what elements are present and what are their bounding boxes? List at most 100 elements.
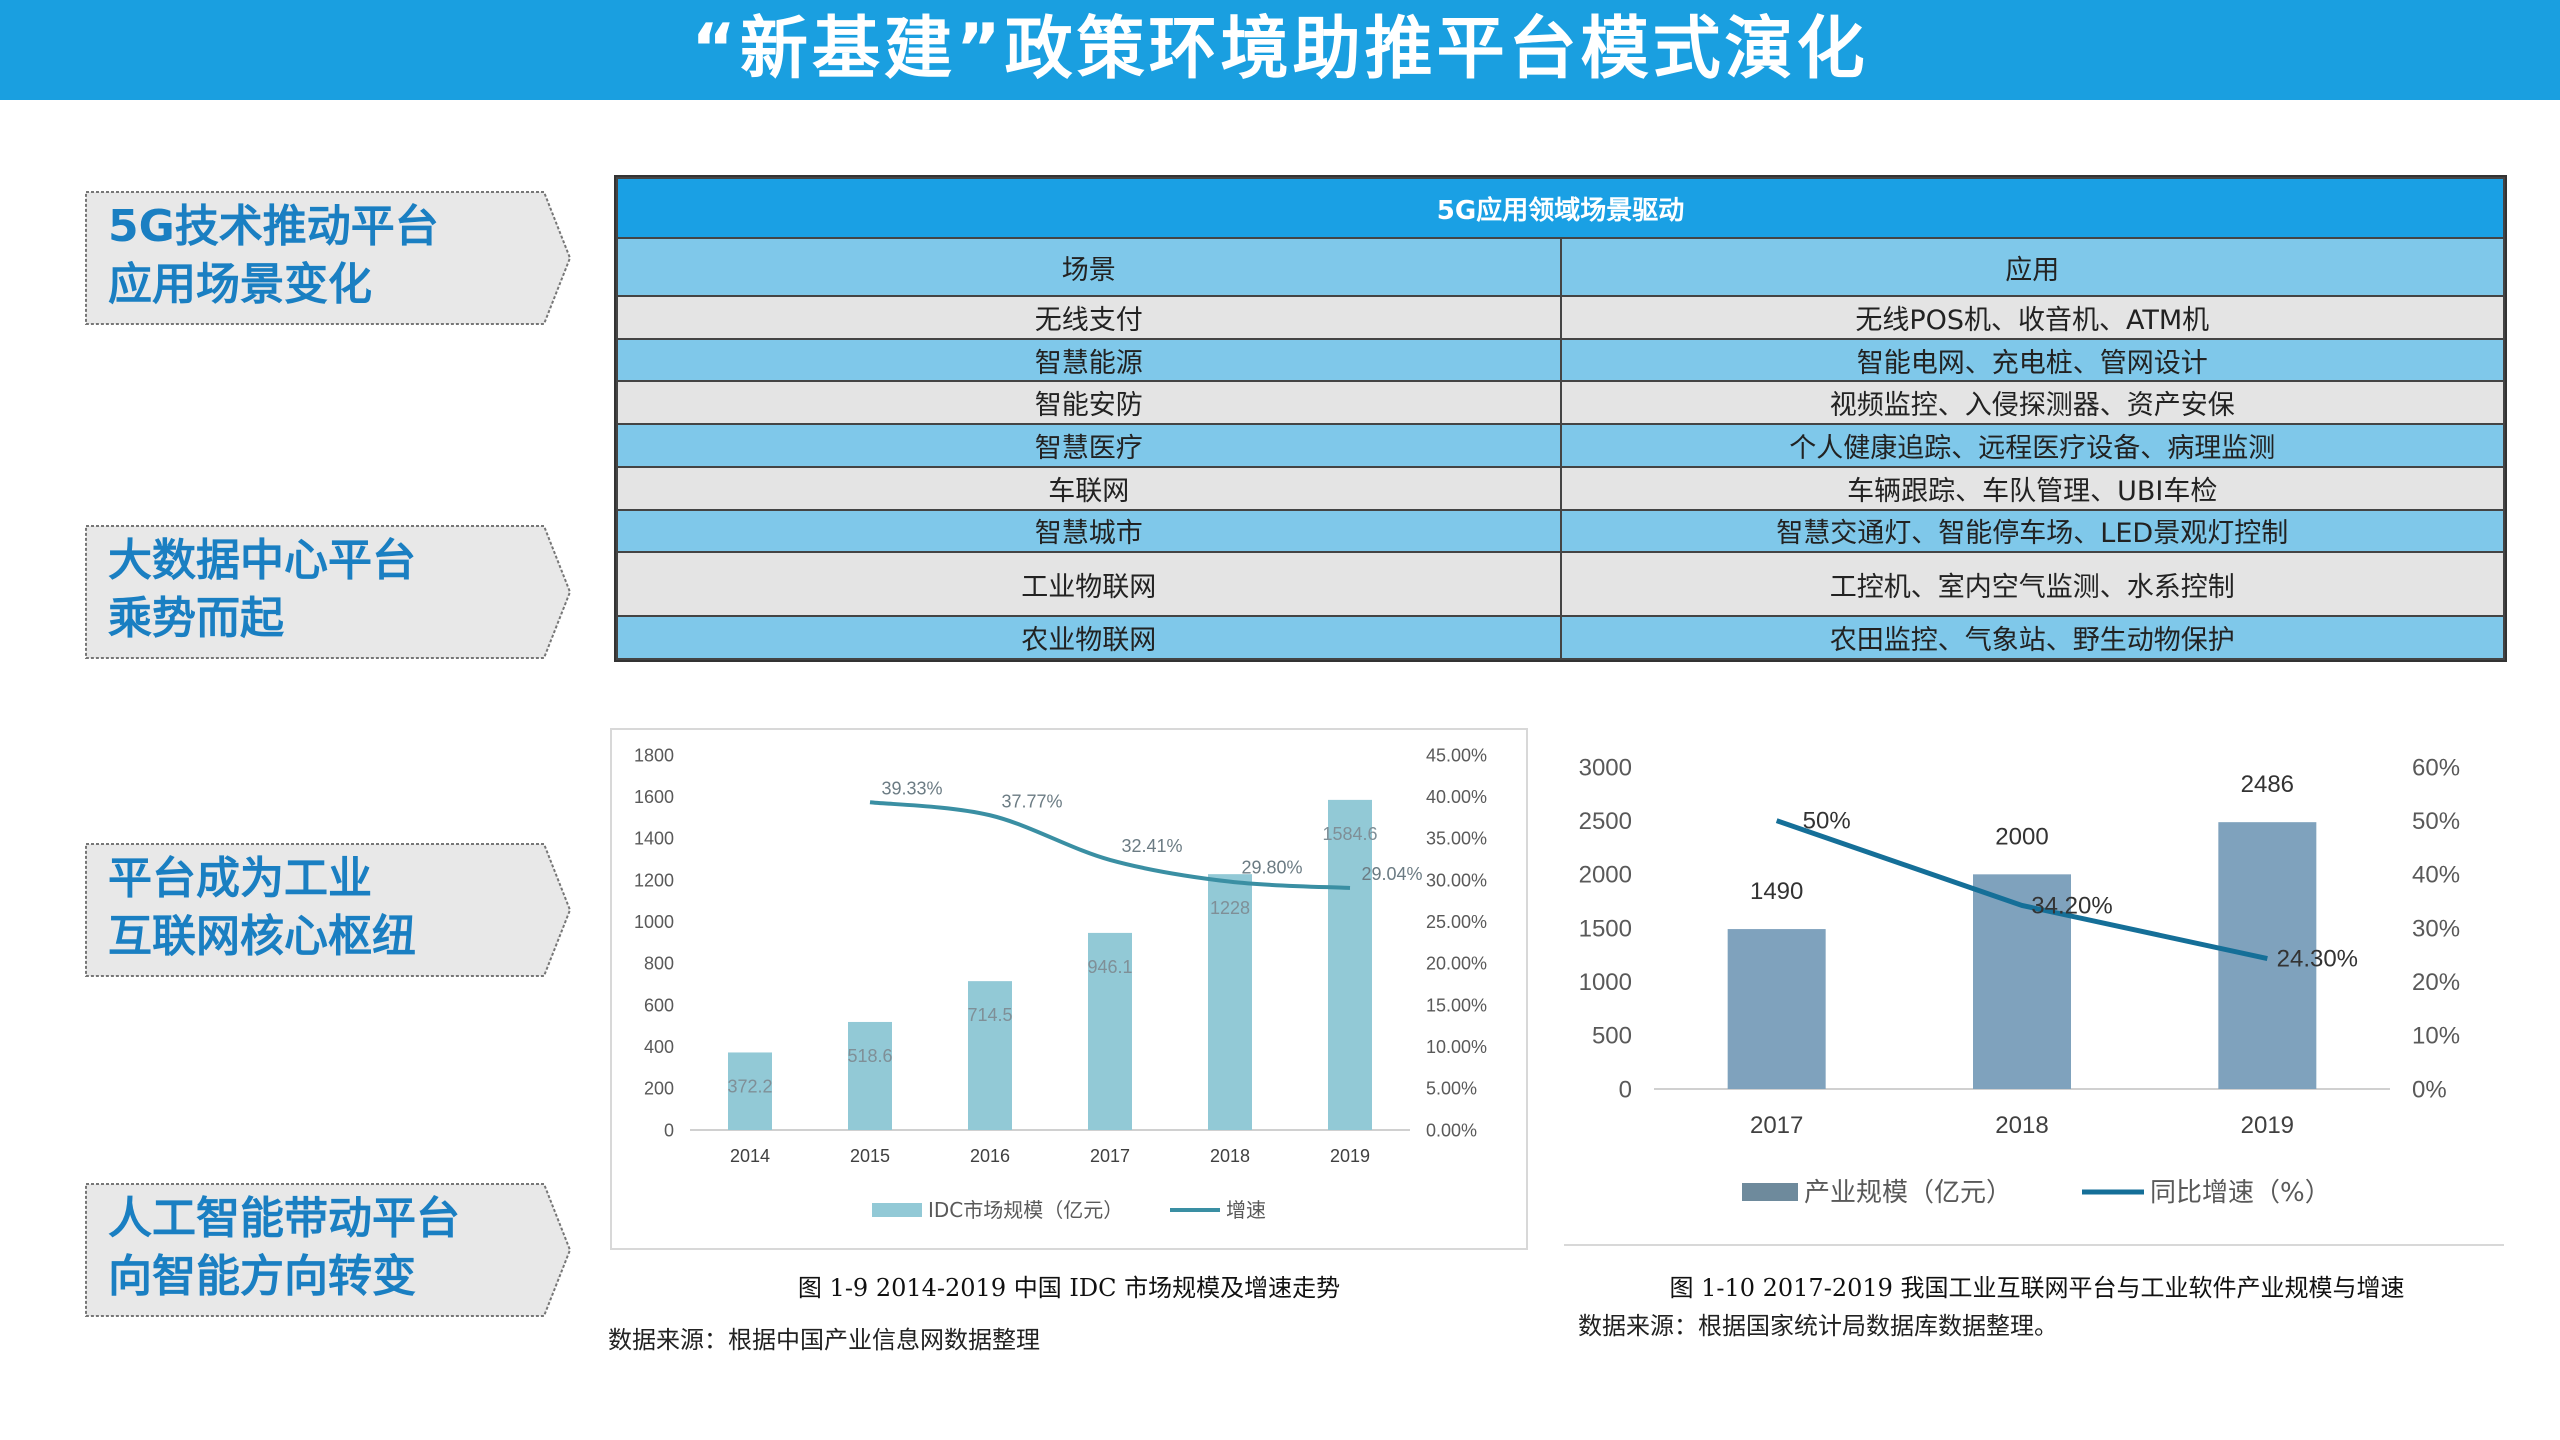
y-tick-label: 200 bbox=[644, 1079, 674, 1099]
app-cell: 智慧交通灯、智能停车场、LED景观灯控制 bbox=[1559, 508, 2505, 554]
app-cell: 个人健康追踪、远程医疗设备、病理监测 bbox=[1559, 423, 2505, 468]
line-data-label: 32.41% bbox=[1121, 836, 1182, 856]
bar bbox=[1088, 932, 1132, 1130]
y2-tick-label: 15.00% bbox=[1426, 995, 1487, 1015]
line-data-label: 34.20% bbox=[2031, 892, 2112, 919]
y-tick-label: 1400 bbox=[634, 829, 674, 849]
legend-bar-label: IDC市场规模（亿元） bbox=[928, 1198, 1123, 1222]
column-header-scene: 场景 bbox=[616, 237, 1562, 297]
idc-chart-frame bbox=[610, 728, 1528, 1250]
scene-cell: 智慧城市 bbox=[616, 508, 1562, 554]
y-tick-label: 500 bbox=[1592, 1023, 1632, 1050]
x-tick-label: 2016 bbox=[970, 1146, 1010, 1166]
y2-tick-label: 0% bbox=[2412, 1076, 2447, 1103]
scene-table: 5G应用领域场景驱动 场景 应用 无线支付 无线POS机、收音机、ATM机 智慧… bbox=[616, 177, 2505, 660]
x-tick-label: 2017 bbox=[1090, 1146, 1130, 1166]
side-item-ai: 人工智能带动平台 向智能方向转变 bbox=[84, 1180, 572, 1320]
page-title: “新基建”政策环境助推平台模式演化 bbox=[691, 10, 1869, 89]
chevron-arrow-shape bbox=[85, 1183, 572, 1317]
line-data-label: 50% bbox=[1803, 808, 1851, 835]
y-tick-label: 800 bbox=[644, 954, 674, 974]
idc-chart-caption: 图 1-9 2014-2019 中国 IDC 市场规模及增速走势 bbox=[797, 1274, 1341, 1302]
y-tick-label: 0 bbox=[1619, 1076, 1632, 1103]
side-item-line2: 向智能方向转变 bbox=[108, 1251, 416, 1302]
scene-cell: 无线支付 bbox=[616, 295, 1562, 340]
bar bbox=[1727, 929, 1826, 1089]
y2-tick-label: 20% bbox=[2412, 969, 2460, 996]
bar bbox=[728, 1052, 772, 1130]
y-tick-label: 1500 bbox=[1579, 915, 1632, 942]
column-header-app: 应用 bbox=[1559, 237, 2505, 297]
bar-data-label: 1228 bbox=[1210, 898, 1250, 918]
y2-tick-label: 35.00% bbox=[1426, 829, 1487, 849]
legend-bar-swatch bbox=[872, 1203, 922, 1217]
legend-bar-swatch bbox=[1742, 1183, 1798, 1201]
bar-data-label: 1584.6 bbox=[1322, 824, 1377, 844]
y2-tick-label: 5.00% bbox=[1426, 1079, 1477, 1099]
app-cell: 工控机、室内空气监测、水系控制 bbox=[1559, 551, 2505, 618]
app-cell: 智能电网、充电桩、管网设计 bbox=[1559, 337, 2505, 383]
y2-tick-label: 45.00% bbox=[1426, 745, 1487, 765]
side-item-line1: 平台成为工业 bbox=[108, 853, 372, 904]
y-tick-label: 2000 bbox=[1579, 862, 1632, 889]
side-item-line2: 应用场景变化 bbox=[108, 259, 372, 310]
idc-chart-source: 数据来源：根据中国产业信息网数据整理 bbox=[608, 1326, 1040, 1354]
bar bbox=[2218, 822, 2317, 1089]
x-tick-label: 2015 bbox=[850, 1146, 890, 1166]
x-tick-label: 2018 bbox=[1995, 1112, 2048, 1139]
line-data-label: 39.33% bbox=[881, 778, 942, 798]
scene-cell: 工业物联网 bbox=[616, 551, 1562, 618]
side-item-5g: 5G技术推动平台 应用场景变化 bbox=[84, 188, 572, 328]
y2-tick-label: 10.00% bbox=[1426, 1037, 1487, 1057]
y2-tick-label: 30% bbox=[2412, 915, 2460, 942]
table-row: 无线支付 无线POS机、收音机、ATM机 bbox=[616, 295, 2505, 340]
app-cell: 车辆跟踪、车队管理、UBI车检 bbox=[1559, 465, 2505, 511]
y-tick-label: 2500 bbox=[1579, 808, 1632, 835]
title-bar bbox=[0, 0, 2560, 100]
line-data-label: 29.80% bbox=[1241, 858, 1302, 878]
bar bbox=[968, 981, 1012, 1130]
y-tick-label: 1600 bbox=[634, 787, 674, 807]
bar-data-label: 518.6 bbox=[847, 1046, 892, 1066]
industrial-chart-caption: 图 1-10 2017-2019 我国工业互联网平台与工业软件产业规模与增速 bbox=[1669, 1274, 2405, 1302]
y2-tick-label: 30.00% bbox=[1426, 870, 1487, 890]
y2-tick-label: 10% bbox=[2412, 1023, 2460, 1050]
industrial-internet-chart: 0 500 1000 1500 2000 2500 3000 0% 10% 20% 30% 40% 50… bbox=[1579, 754, 2460, 1208]
bar-data-label: 714.5 bbox=[967, 1005, 1012, 1025]
y-tick-label: 1200 bbox=[634, 870, 674, 890]
industrial-chart-source: 数据来源：根据国家统计局数据库数据整理。 bbox=[1578, 1312, 2058, 1340]
chevron-arrow-shape bbox=[85, 843, 572, 977]
side-item-line1: 5G技术推动平台 bbox=[108, 201, 439, 252]
side-item-line2: 乘势而起 bbox=[108, 593, 284, 644]
y-tick-label: 1800 bbox=[634, 745, 674, 765]
y-tick-label: 1000 bbox=[1579, 969, 1632, 996]
scene-table-container: 5G应用领域场景驱动 场景 应用 无线支付 无线POS机、收音机、ATM机 智慧… bbox=[614, 175, 2507, 662]
y2-tick-label: 0.00% bbox=[1426, 1120, 1477, 1140]
x-tick-label: 2019 bbox=[1330, 1146, 1370, 1166]
chevron-arrow-shape bbox=[85, 191, 572, 325]
chart-divider bbox=[1564, 1244, 2504, 1246]
y-tick-label: 600 bbox=[644, 995, 674, 1015]
line-data-label: 37.77% bbox=[1001, 791, 1062, 811]
bar bbox=[1208, 874, 1252, 1130]
scene-cell: 智慧医疗 bbox=[616, 423, 1562, 468]
line-data-label: 24.30% bbox=[2277, 946, 2358, 973]
bar bbox=[848, 1021, 892, 1130]
scene-cell: 车联网 bbox=[616, 465, 1562, 511]
table-row: 工业物联网 工控机、室内空气监测、水系控制 bbox=[616, 551, 2505, 618]
table-title: 5G应用领域场景驱动 bbox=[616, 177, 2505, 239]
y2-tick-label: 25.00% bbox=[1426, 912, 1487, 932]
y2-tick-label: 50% bbox=[2412, 808, 2460, 835]
scene-cell: 智慧能源 bbox=[616, 337, 1562, 383]
x-tick-label: 2014 bbox=[730, 1146, 770, 1166]
table-row: 车联网 车辆跟踪、车队管理、UBI车检 bbox=[616, 465, 2505, 511]
idc-chart: 0 200 400 600 800 1000 1200 1400 1600 1800 0.00% 5.… bbox=[634, 745, 1487, 1222]
bar-data-label: 2000 bbox=[1995, 823, 2048, 850]
bar bbox=[1328, 799, 1372, 1130]
table-row: 智能安防 视频监控、入侵探测器、资产安保 bbox=[616, 380, 2505, 426]
y2-tick-label: 20.00% bbox=[1426, 954, 1487, 974]
bar-data-label: 372.2 bbox=[727, 1076, 772, 1096]
x-tick-label: 2018 bbox=[1210, 1146, 1250, 1166]
table-row: 农业物联网 农田监控、气象站、野生动物保护 bbox=[616, 615, 2505, 660]
scene-cell: 农业物联网 bbox=[616, 615, 1562, 660]
